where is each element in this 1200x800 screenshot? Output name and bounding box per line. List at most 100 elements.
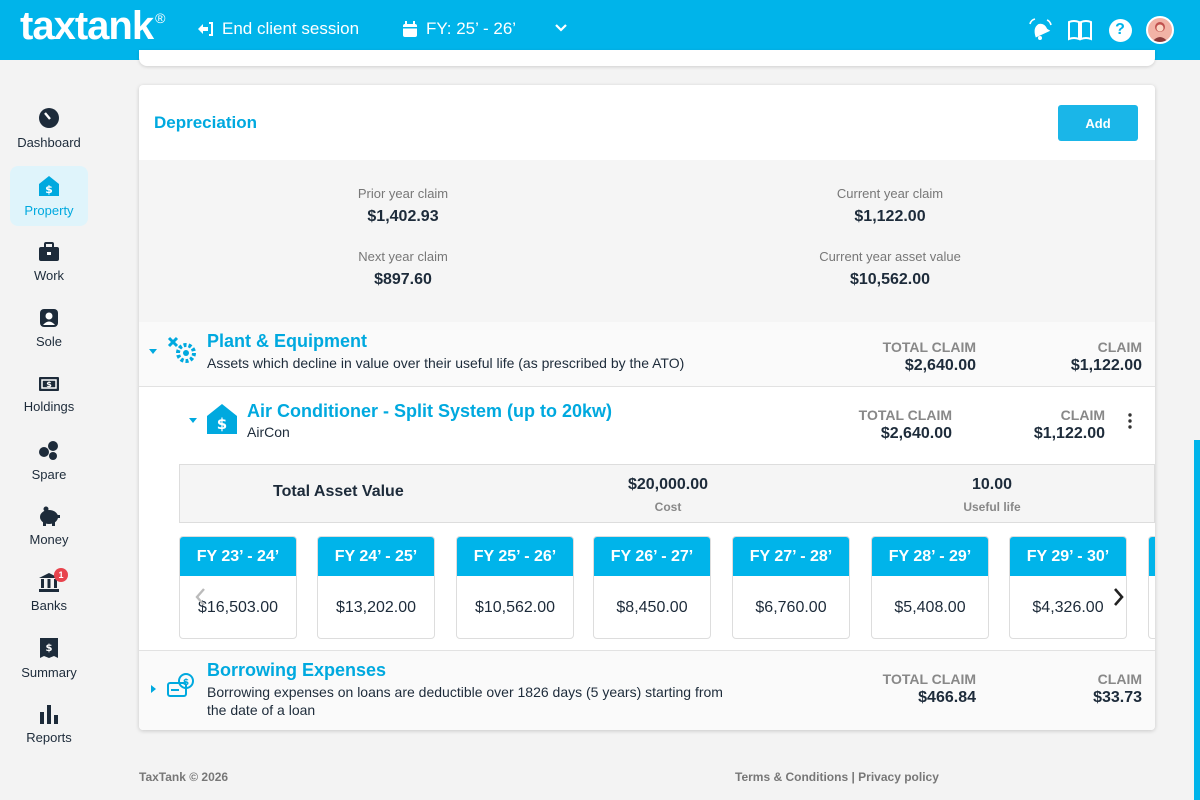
total-claim-label: TOTAL CLAIM [858, 407, 952, 423]
claim-value: $1,122.00 [1033, 425, 1105, 442]
claim-label: CLAIM [1097, 339, 1142, 355]
useful-life-value: 10.00 Useful life [963, 476, 1021, 514]
divider [139, 386, 1155, 387]
expand-caret-icon[interactable] [151, 685, 156, 693]
borrowing-expenses-title[interactable]: Borrowing Expenses [207, 660, 387, 680]
depreciation-card: Depreciation Add Prior year claim $1,402… [139, 85, 1155, 730]
gears-icon [167, 336, 196, 363]
plant-equipment-title[interactable]: Plant & Equipment [207, 331, 368, 351]
help-icon[interactable]: ? [1106, 16, 1134, 44]
sidebar-item-work[interactable]: Work [10, 232, 88, 292]
fy-selected-value: FY: 25’ - 26’ [426, 19, 517, 38]
end-client-session-button[interactable]: End client session [196, 19, 359, 39]
fy-card-value: $10,562.00 [474, 599, 556, 616]
sidebar-item-label: Reports [26, 729, 72, 745]
scrollbar[interactable] [1194, 440, 1200, 800]
add-button[interactable]: Add [1058, 105, 1138, 141]
asset-subtitle: AirCon [247, 424, 290, 440]
total-asset-value-box: Total Asset Value $20,000.00 Cost 10.00 … [179, 464, 1155, 523]
sidebar-item-sole[interactable]: Sole [10, 298, 88, 358]
asset-title[interactable]: Air Conditioner - Split System (up to 20… [247, 401, 613, 421]
chevron-left-icon[interactable] [194, 587, 206, 607]
borrowing-expenses-subtitle-line2: the date of a loan [207, 702, 316, 718]
book-icon[interactable] [1066, 16, 1094, 44]
user-avatar[interactable] [1146, 16, 1174, 44]
total-claim-value: $466.84 [918, 689, 976, 706]
fy-card[interactable]: FY 27’ - 28’ $6,760.00 [732, 536, 850, 639]
exit-icon [198, 22, 213, 36]
financial-year-select[interactable]: FY: 25’ - 26’ [402, 19, 516, 39]
sidebar-item-spare[interactable]: Spare [10, 430, 88, 490]
sidebar-item-label: Work [33, 267, 65, 283]
sidebar-item-label: Banks [30, 597, 68, 613]
total-claim-value: $2,640.00 [904, 357, 976, 374]
sidebar-item-label: Dashboard [17, 134, 81, 150]
plant-equipment-group: Plant & Equipment Assets which decline i… [139, 322, 1155, 386]
depreciation-title: Depreciation [154, 113, 257, 132]
sidebar-item-label: Holdings [23, 398, 75, 414]
sidebar-item-banks[interactable]: 1 Banks [10, 562, 88, 622]
privacy-link[interactable]: Privacy policy [858, 770, 939, 784]
claim-label: CLAIM [1060, 407, 1105, 423]
notifications-bell-icon[interactable] [1026, 16, 1054, 44]
sidebar-item-holdings[interactable]: $ Holdings [10, 364, 88, 424]
chevron-down-icon[interactable] [554, 20, 568, 39]
total-claim-value: $2,640.00 [880, 425, 952, 442]
total-claim-label: TOTAL CLAIM [882, 671, 976, 687]
claim-value: $33.73 [1093, 689, 1142, 706]
calendar-icon [403, 20, 417, 37]
property-icon: $ [39, 175, 59, 196]
sidebar-item-label: Sole [35, 333, 63, 349]
taxtank-logo[interactable]: taxtank ® [20, 4, 165, 48]
fy-card-value: $4,326.00 [1032, 599, 1104, 616]
terms-link[interactable]: Terms & Conditions [735, 770, 849, 784]
fy-card-year: FY 29’ - 30’ [1010, 537, 1126, 576]
current-year-asset-value: Current year asset value $10,562.00 [819, 249, 961, 288]
sidebar-item-summary[interactable]: $ Summary [10, 628, 88, 688]
fy-card-value: $8,450.00 [616, 599, 688, 616]
cost-value: $20,000.00 Cost [627, 476, 709, 514]
footer-copyright: TaxTank © 2026 [139, 770, 229, 784]
fy-card-value: $6,760.00 [755, 599, 827, 616]
expand-caret-icon[interactable] [149, 349, 157, 354]
chevron-right-icon[interactable] [1113, 587, 1125, 607]
depreciation-summary: Prior year claim $1,402.93 Current year … [139, 160, 1155, 322]
svg-text:$: $ [45, 183, 53, 196]
prior-year-claim: Prior year claim $1,402.93 [357, 186, 449, 225]
sidebar-item-dashboard[interactable]: Dashboard [10, 98, 88, 158]
fy-card-year: FY 28’ - 29’ [872, 537, 988, 576]
sidebar-item-property[interactable]: $ Property [10, 166, 88, 226]
fy-card[interactable]: FY 29’ - 30’ $4,326.00 [1009, 536, 1127, 639]
fy-card[interactable]: FY 26’ - 27’ $8,450.00 [593, 536, 711, 639]
borrowing-money-icon: $ [167, 673, 194, 697]
next-year-claim: Next year claim $897.60 [358, 249, 448, 288]
footer-separator: | [851, 770, 855, 784]
sidebar-item-money[interactable]: Money [10, 496, 88, 556]
sidebar-item-reports[interactable]: Reports [10, 694, 88, 754]
expand-caret-icon[interactable] [189, 418, 197, 423]
fy-card[interactable]: FY 23’ - 24’ $16,503.00 [179, 536, 297, 639]
fy-card-value: $5,408.00 [894, 599, 966, 616]
divider [139, 650, 1155, 651]
svg-text:$: $ [46, 380, 52, 389]
fy-card-value: $13,202.00 [335, 599, 417, 616]
fy-card[interactable]: FY 28’ - 29’ $5,408.00 [871, 536, 989, 639]
fy-card-partial [1148, 536, 1155, 639]
sole-trader-icon [40, 308, 58, 327]
more-options-icon[interactable] [1126, 412, 1134, 430]
total-claim-label: TOTAL CLAIM [882, 339, 976, 355]
plant-equipment-subtitle: Assets which decline in value over their… [207, 355, 685, 371]
sidebar: Dashboard $ Property Work Sole $ Holding… [0, 60, 98, 800]
claim-value: $1,122.00 [1070, 357, 1142, 374]
holdings-icon: $ [39, 376, 59, 391]
reports-icon [40, 704, 58, 724]
fy-card-value: $16,503.00 [197, 599, 279, 616]
total-asset-value-label: Total Asset Value [273, 483, 404, 500]
claim-label: CLAIM [1097, 671, 1142, 687]
fy-card[interactable]: FY 25’ - 26’ $10,562.00 [456, 536, 574, 639]
piggy-bank-icon [40, 506, 60, 526]
sidebar-item-label: Property [24, 202, 74, 218]
fy-card[interactable]: FY 24’ - 25’ $13,202.00 [317, 536, 435, 639]
current-year-claim: Current year claim $1,122.00 [836, 186, 944, 225]
briefcase-icon [39, 241, 59, 261]
